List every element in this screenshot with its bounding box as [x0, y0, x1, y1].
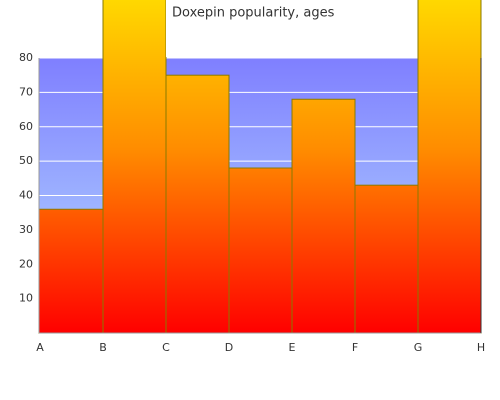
y-tick-label: 70: [19, 85, 33, 98]
step-bar: [354, 184, 419, 334]
y-tick-label: 30: [19, 223, 33, 236]
step-bar: [228, 167, 293, 334]
title-box: [166, 0, 416, 57]
x-tick-label: B: [99, 341, 107, 354]
x-tick-label: H: [477, 341, 485, 354]
step-bar: [291, 98, 356, 334]
y-tick-label: 80: [19, 51, 33, 64]
step-bar: [165, 74, 230, 334]
x-tick-label: G: [414, 341, 423, 354]
y-tick-label: 20: [19, 257, 33, 270]
x-tick-label: A: [36, 341, 44, 354]
y-tick-label: 10: [19, 292, 33, 305]
x-tick-label: D: [225, 341, 233, 354]
y-tick-label: 50: [19, 154, 33, 167]
y-tick-label: 40: [19, 189, 33, 202]
x-tick-label: E: [289, 341, 296, 354]
step-bar: [38, 208, 104, 334]
step-bar: [102, 0, 167, 334]
step-bar: [417, 0, 482, 334]
y-tick-label: 60: [19, 120, 33, 133]
x-tick-label: C: [162, 341, 170, 354]
chart-title: Doxepin popularity, ages: [172, 6, 335, 21]
x-tick-label: F: [352, 341, 358, 354]
